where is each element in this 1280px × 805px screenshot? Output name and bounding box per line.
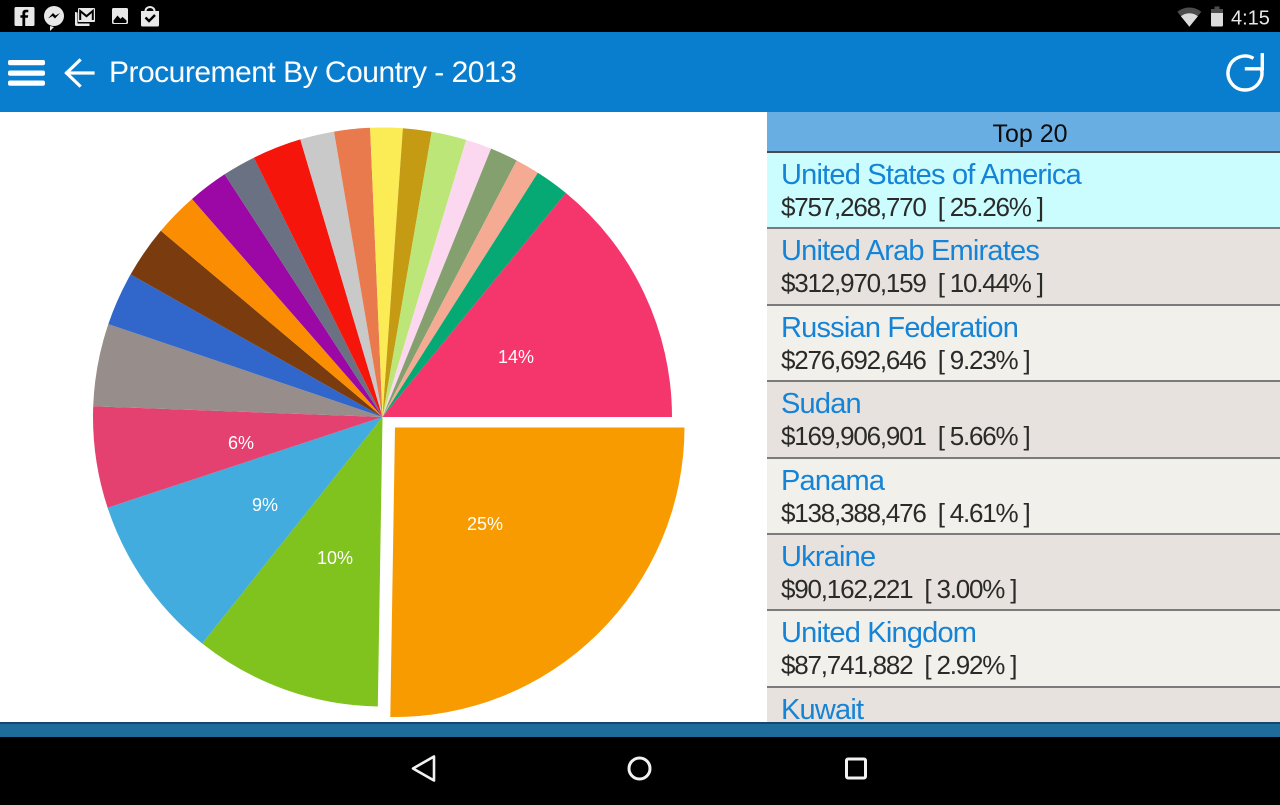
svg-text:9%: 9%: [252, 495, 278, 515]
svg-text:6%: 6%: [228, 433, 254, 453]
svg-text:4:15: 4:15: [1231, 8, 1270, 30]
svg-text:25%: 25%: [467, 514, 503, 534]
svg-text:10%: 10%: [317, 548, 353, 568]
svg-text:14%: 14%: [498, 347, 534, 367]
